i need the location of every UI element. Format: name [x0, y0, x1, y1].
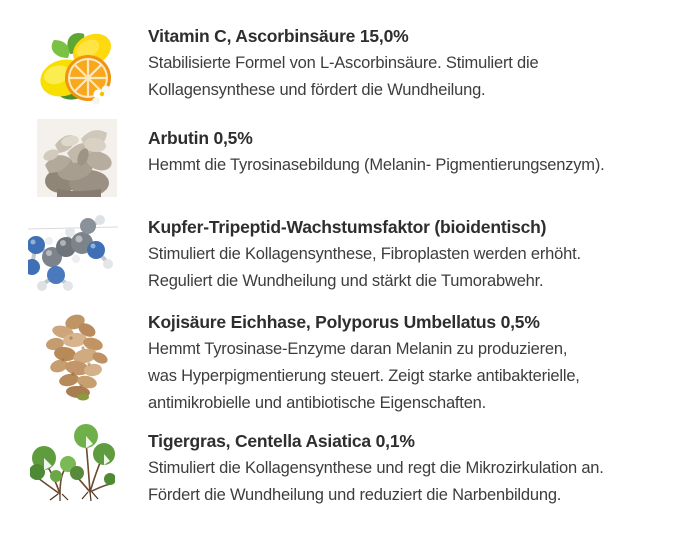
lemon-orange-image	[40, 28, 118, 106]
ingredient-title: Tigergras, Centella Asiatica 0,1%	[148, 431, 415, 451]
ingredient-description-line: Hemmt Tyrosinase-Enzyme daran Melanin zu…	[148, 340, 568, 358]
maitake-mushroom-image	[37, 119, 117, 197]
ingredient-description-line: Kollagensynthese und fördert die Wundhei…	[148, 81, 486, 99]
centella-asiatica-image	[30, 424, 115, 501]
orange-slice	[65, 55, 111, 101]
ingredient-description-line: was Hyperpigmentierung steuert. Zeigt st…	[148, 367, 580, 385]
ingredient-description-line: Stabilisierte Formel von L-Ascorbinsäure…	[148, 54, 539, 72]
ingredient-title: Vitamin C, Ascorbinsäure 15,0%	[148, 26, 409, 46]
ingredient-description-line: antimikrobielle und antibiotische Eigens…	[148, 394, 487, 412]
polyporus-fungus-image	[45, 308, 112, 401]
ingredient-title: Kupfer-Tripeptid-Wachstumsfaktor (bioide…	[148, 217, 547, 237]
ingredient-title: Arbutin 0,5%	[148, 128, 253, 148]
ingredient-description-line: Reguliert die Wundheilung und stärkt die…	[148, 272, 544, 290]
copper-tripeptide-molecule-image	[28, 215, 118, 298]
blossom	[92, 85, 111, 105]
ingredient-description-line: Stimuliert die Kollagensynthese und regt…	[148, 459, 604, 477]
ingredient-title: Kojisäure Eichhase, Polyporus Umbellatus…	[148, 312, 540, 332]
ingredient-description-line: Fördert die Wundheilung und reduziert di…	[148, 486, 562, 504]
ingredient-description-line: Stimuliert die Kollagensynthese, Fibropl…	[148, 245, 581, 263]
ingredient-description-line: Hemmt die Tyrosinasebildung (Melanin- Pi…	[148, 156, 605, 174]
